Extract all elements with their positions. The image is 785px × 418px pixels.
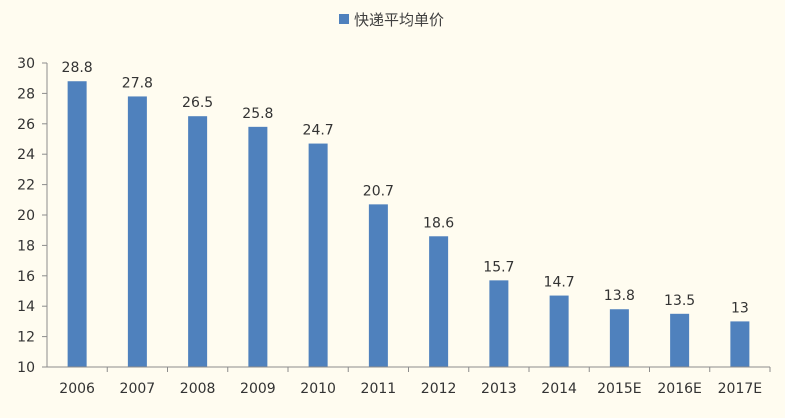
data-labels: 28.8 27.8 26.5 25.8 24.7 20.7 18.6 15.7 14.7 13.8… bbox=[62, 60, 749, 316]
y-tick-label: 30 bbox=[17, 56, 35, 72]
x-tick-label: 2017E bbox=[718, 381, 762, 397]
y-tick-label: 22 bbox=[17, 178, 35, 194]
y-axis: 10 12 14 16 18 20 22 24 26 28 30 bbox=[17, 56, 48, 376]
data-label-2012: 18.6 bbox=[423, 215, 454, 231]
data-label-2014: 14.7 bbox=[544, 275, 575, 291]
y-tick-label: 18 bbox=[17, 238, 35, 254]
data-label-2015E: 13.8 bbox=[604, 288, 635, 304]
bar-2013 bbox=[489, 280, 509, 367]
bar-2012 bbox=[429, 236, 449, 367]
x-tick-label: 2009 bbox=[240, 381, 276, 397]
data-label-2006: 28.8 bbox=[62, 60, 93, 76]
y-tick-label: 16 bbox=[17, 269, 35, 285]
bar-2007 bbox=[127, 96, 147, 367]
x-tick-label: 2012 bbox=[421, 381, 457, 397]
bar-2011 bbox=[368, 204, 388, 367]
x-tick-label: 2008 bbox=[180, 381, 216, 397]
bar-2010 bbox=[308, 143, 328, 367]
bar-2009 bbox=[248, 126, 268, 367]
y-tick-label: 24 bbox=[17, 147, 35, 163]
data-label-2016E: 13.5 bbox=[664, 293, 695, 309]
x-tick-label: 2014 bbox=[541, 381, 577, 397]
x-tick-label: 2007 bbox=[120, 381, 156, 397]
bar-2015E bbox=[609, 309, 629, 367]
bar-2008 bbox=[188, 116, 208, 367]
data-label-2008: 26.5 bbox=[182, 95, 213, 111]
x-tick-label: 2011 bbox=[361, 381, 397, 397]
x-tick-label: 2015E bbox=[597, 381, 641, 397]
legend-swatch bbox=[339, 14, 349, 24]
bar-2016E bbox=[670, 313, 690, 367]
x-tick-label: 2016E bbox=[657, 381, 701, 397]
y-tick-label: 28 bbox=[17, 86, 35, 102]
data-label-2017E: 13 bbox=[731, 300, 749, 316]
bar-2014 bbox=[549, 295, 569, 367]
y-tick-label: 14 bbox=[17, 299, 35, 315]
bar-2006 bbox=[67, 81, 87, 368]
data-label-2007: 27.8 bbox=[122, 75, 153, 91]
y-tick-label: 20 bbox=[17, 208, 35, 224]
legend: 快递平均单价 bbox=[339, 11, 444, 29]
y-tick-label: 10 bbox=[17, 360, 35, 376]
legend-label: 快递平均单价 bbox=[354, 11, 444, 29]
x-tick-label: 2006 bbox=[59, 381, 95, 397]
y-tick-label: 12 bbox=[17, 330, 35, 346]
x-tick-label: 2010 bbox=[300, 381, 336, 397]
data-label-2010: 24.7 bbox=[303, 123, 334, 139]
x-axis: 2006 2007 2008 2009 2010 2011 2012 2013 2014 2015… bbox=[47, 366, 771, 397]
x-tick-label: 2013 bbox=[481, 381, 517, 397]
bars bbox=[67, 81, 750, 368]
data-label-2009: 25.8 bbox=[242, 106, 273, 122]
y-tick-label: 26 bbox=[17, 117, 35, 133]
data-label-2013: 15.7 bbox=[483, 259, 514, 275]
bar-2017E bbox=[730, 321, 750, 367]
data-label-2011: 20.7 bbox=[363, 183, 394, 199]
